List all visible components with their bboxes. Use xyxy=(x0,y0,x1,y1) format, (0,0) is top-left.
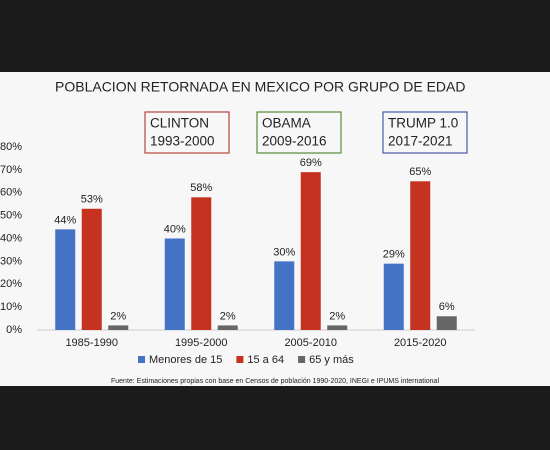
bar xyxy=(55,229,76,330)
legend-swatch xyxy=(236,356,244,363)
x-tick-label: 1985-1990 xyxy=(65,337,118,349)
bar xyxy=(108,325,129,330)
y-tick-label: 60% xyxy=(0,187,22,199)
bar xyxy=(164,238,185,330)
y-tick-label: 40% xyxy=(0,232,22,244)
x-tick-label: 1995-2000 xyxy=(175,337,228,349)
annotation-title: CLINTON xyxy=(150,116,209,131)
legend-swatch xyxy=(298,356,306,363)
legend-swatch xyxy=(138,356,145,363)
bar xyxy=(436,316,457,330)
annotation-box xyxy=(144,111,230,154)
value-label: 6% xyxy=(439,301,455,313)
y-tick-label: 10% xyxy=(0,301,22,313)
value-label: 2% xyxy=(220,310,236,322)
y-tick-label: 0% xyxy=(6,324,22,336)
bar xyxy=(383,263,404,330)
chart-title: POBLACION RETORNADA EN MEXICO POR GRUPO … xyxy=(55,79,465,95)
value-label: 30% xyxy=(273,246,295,258)
bar xyxy=(217,325,238,330)
y-tick-label: 30% xyxy=(0,255,22,267)
x-tick-label: 2015-2020 xyxy=(394,337,447,349)
bar xyxy=(81,208,102,330)
value-label: 29% xyxy=(383,249,405,261)
source-note: Fuente: Estimaciones propias con base en… xyxy=(111,378,439,385)
legend-label: Menores de 15 xyxy=(149,354,222,366)
value-label: 2% xyxy=(110,310,126,322)
annotation-box xyxy=(256,111,342,154)
y-tick-label: 20% xyxy=(0,278,22,290)
bar xyxy=(191,197,212,330)
legend-label: 65 y más xyxy=(309,354,354,366)
annotation-period: 2009-2016 xyxy=(262,134,327,149)
bar xyxy=(410,181,431,330)
value-label: 44% xyxy=(54,214,76,226)
y-tick-label: 70% xyxy=(0,164,22,176)
value-label: 2% xyxy=(329,310,345,322)
y-tick-label: 50% xyxy=(0,210,22,222)
annotation-title: TRUMP 1.0 xyxy=(388,116,458,131)
y-tick-label: 80% xyxy=(0,141,22,153)
annotation-period: 1993-2000 xyxy=(150,134,215,149)
x-tick-label: 2005-2010 xyxy=(284,337,337,349)
annotation-box xyxy=(382,111,468,154)
value-label: 65% xyxy=(409,166,431,178)
value-label: 40% xyxy=(164,223,186,235)
value-label: 53% xyxy=(81,194,103,206)
annotation-period: 2017-2021 xyxy=(388,134,453,149)
legend-label: 15 a 64 xyxy=(247,354,284,366)
annotation-title: OBAMA xyxy=(262,116,311,131)
value-label: 58% xyxy=(190,182,212,194)
value-label: 69% xyxy=(300,157,322,169)
bar xyxy=(327,325,348,330)
bar xyxy=(300,172,321,330)
bar xyxy=(274,261,295,330)
